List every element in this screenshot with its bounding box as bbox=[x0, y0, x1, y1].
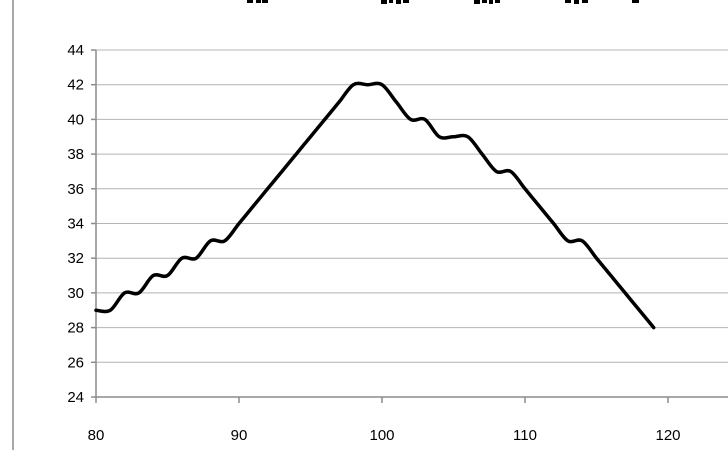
y-tick-label: 36 bbox=[67, 181, 84, 198]
y-tick-label: 26 bbox=[67, 354, 84, 371]
title-fragment bbox=[262, 0, 268, 3]
title-fragment bbox=[482, 0, 487, 3]
series-layer bbox=[94, 81, 656, 330]
y-tick-label: 32 bbox=[67, 250, 84, 267]
y-tick-label: 42 bbox=[67, 77, 84, 94]
title-fragment bbox=[474, 0, 480, 4]
y-tick-label: 24 bbox=[67, 389, 84, 406]
x-tick-label: 90 bbox=[231, 427, 248, 444]
axes bbox=[91, 49, 728, 403]
title-fragment bbox=[495, 0, 500, 3]
horizontal-gridlines bbox=[96, 49, 728, 363]
series-line bbox=[94, 81, 656, 330]
title-fragment bbox=[565, 0, 571, 3]
x-tick-label: 100 bbox=[369, 427, 394, 444]
y-tick-label: 38 bbox=[67, 146, 84, 163]
x-tick-label: 110 bbox=[513, 427, 537, 444]
y-tick-label: 40 bbox=[67, 111, 84, 128]
x-tick-label: 120 bbox=[655, 427, 680, 444]
title-fragment bbox=[403, 0, 409, 3]
title-fragment bbox=[381, 0, 387, 4]
y-tick-label: 44 bbox=[67, 42, 84, 59]
title-fragment bbox=[574, 0, 579, 4]
x-axis-tick-labels: 80 90 100 110 120 bbox=[88, 427, 681, 444]
title-fragment bbox=[632, 0, 639, 3]
title-fragment bbox=[256, 0, 261, 3]
y-tick-label: 30 bbox=[67, 285, 84, 302]
title-fragment bbox=[247, 0, 253, 3]
y-tick-label: 34 bbox=[67, 216, 84, 233]
y-tick-label: 28 bbox=[67, 320, 84, 337]
x-tick-label: 80 bbox=[88, 427, 105, 444]
title-fragment bbox=[389, 0, 393, 3]
y-axis-tick-labels: 24 26 28 30 32 34 36 38 40 42 44 bbox=[67, 42, 84, 406]
title-fragment bbox=[396, 0, 401, 4]
cropped-title-fragments bbox=[247, 0, 639, 4]
title-fragment bbox=[582, 0, 588, 3]
title-fragment bbox=[489, 0, 493, 4]
